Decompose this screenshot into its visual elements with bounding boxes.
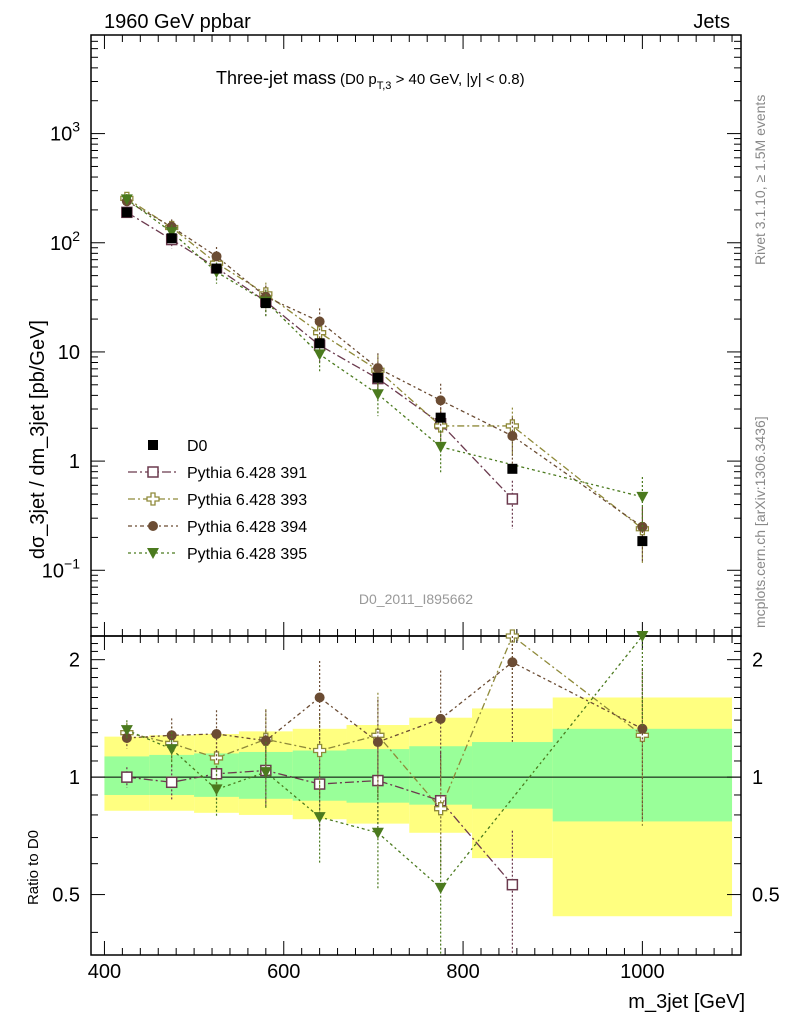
d0-point	[211, 263, 222, 274]
ratio-point	[121, 771, 133, 783]
ratio-point	[209, 751, 224, 765]
ratio-point	[435, 713, 446, 724]
ratio-y-tick-label-right: 2	[752, 650, 763, 672]
data-point	[211, 251, 222, 262]
y-tick-label: 1	[69, 451, 80, 473]
legend-label: D0	[187, 438, 208, 455]
analysis-id: D0_2011_I895662	[359, 591, 473, 607]
ratio-y-tick-label: 0.5	[52, 885, 80, 907]
series-line	[126, 198, 643, 498]
data-point	[435, 395, 446, 406]
x-tick-label: 600	[267, 961, 300, 983]
x-tick-label: 800	[446, 961, 479, 983]
plot-title: Three-jet mass (D0 pT,3 > 40 GeV, |y| < 0…	[216, 68, 525, 92]
legend: D0 Pythia 6.428 391 Pythia 6.428 393 Pythia…	[128, 438, 307, 563]
legend-item: Pythia 6.428 391	[128, 465, 307, 482]
d0-point	[435, 412, 446, 423]
data-point	[165, 227, 178, 239]
ratio-line	[126, 661, 643, 743]
mcplots-label: mcplots.cern.ch [arXiv:1306.3436]	[752, 416, 768, 628]
legend-label: Pythia 6.428 391	[187, 465, 307, 482]
ratio-point	[637, 723, 648, 734]
d0-point	[507, 463, 518, 474]
d0-point	[260, 298, 271, 309]
y-tick-label: 102	[50, 228, 80, 255]
legend-label: Pythia 6.428 394	[187, 519, 307, 536]
ratio-panel-frame	[90, 635, 742, 956]
ratio-point	[372, 737, 383, 748]
ratio-point	[120, 725, 133, 737]
ratio-point	[434, 802, 448, 816]
ratio-y-tick-label-right: 1	[752, 767, 763, 789]
legend-label: Pythia 6.428 393	[187, 492, 307, 509]
ratio-line	[126, 769, 513, 886]
legend-item: D0	[148, 438, 208, 455]
legend-marker	[148, 521, 158, 531]
title-cut: (D0 p	[340, 71, 377, 88]
d0-point	[372, 372, 383, 383]
legend-item: Pythia 6.428 395	[128, 546, 307, 563]
ratio-point	[506, 878, 519, 891]
y-tick-label: 10	[58, 342, 80, 364]
ratio-point	[166, 730, 177, 741]
ratio-y-tick-label: 1	[69, 767, 80, 789]
y-tick-label: 103	[50, 119, 80, 146]
data-point	[434, 441, 447, 453]
ratio-point	[165, 744, 178, 756]
header-right: Jets	[693, 11, 730, 33]
rivet-label: Rivet 3.1.10, ≥ 1.5M events	[752, 95, 768, 265]
ratio-point	[636, 631, 649, 642]
title-main: Three-jet mass	[216, 68, 336, 88]
ratio-point	[371, 827, 384, 839]
d0-point	[121, 207, 132, 218]
legend-item: Pythia 6.428 393	[128, 492, 307, 509]
d0-point	[314, 338, 325, 349]
ratio-point	[210, 784, 223, 796]
x-tick-label: 400	[88, 961, 121, 983]
title-cut-sub: T,3	[377, 80, 392, 92]
ratio-point	[507, 657, 518, 668]
ratio-point	[312, 743, 327, 758]
ratio-point	[260, 735, 271, 746]
legend-marker	[148, 440, 158, 450]
legend-marker	[146, 492, 160, 506]
legend-label: Pythia 6.428 395	[187, 546, 307, 563]
ratio-y-axis-label: Ratio to D0	[25, 830, 42, 905]
legend-item: Pythia 6.428 394	[128, 519, 307, 536]
series-layer	[120, 191, 650, 955]
data-point	[313, 349, 326, 361]
y-axis-label: dσ_3jet / dm_3jet [pb/GeV]	[27, 320, 49, 559]
x-tick-label: 1000	[620, 961, 665, 983]
ratio-y-tick-label-right: 0.5	[752, 885, 780, 907]
series-line	[126, 211, 513, 500]
d0-point	[166, 233, 177, 244]
legend-marker	[147, 548, 159, 559]
series-d0	[121, 207, 648, 547]
data-point	[507, 430, 518, 441]
ratio-point	[259, 767, 272, 779]
data-point	[506, 493, 519, 505]
x-axis-label: m_3jet [GeV]	[628, 991, 745, 1013]
ratio-y-tick-label: 2	[69, 650, 80, 672]
y-tick-label: 10−1	[42, 555, 80, 582]
data-point	[636, 491, 649, 503]
header-left: 1960 GeV ppbar	[104, 11, 251, 33]
data-point	[434, 419, 448, 433]
band-green-bin	[472, 742, 553, 809]
ratio-point	[314, 692, 325, 703]
ratio-point	[165, 776, 178, 789]
title-cut-rest: > 40 GeV, |y| < 0.8)	[391, 71, 524, 88]
data-point	[314, 316, 325, 327]
ratio-point	[313, 812, 326, 824]
d0-point	[637, 536, 648, 547]
legend-marker	[147, 466, 159, 478]
data-point	[372, 363, 383, 374]
data-point	[120, 194, 133, 206]
ratio-point	[434, 882, 447, 894]
data-point	[371, 389, 384, 401]
ratio-point	[211, 728, 222, 739]
